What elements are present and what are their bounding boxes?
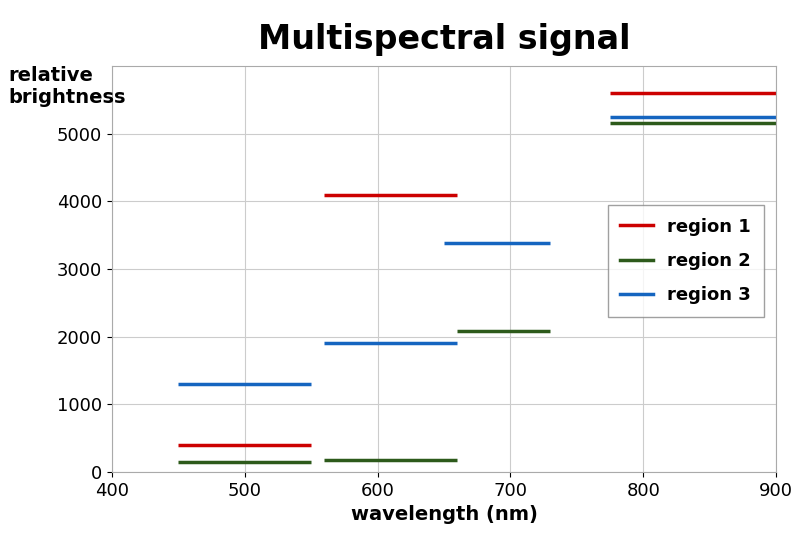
Legend: region 1, region 2, region 3: region 1, region 2, region 3 (608, 205, 764, 317)
Text: relative
brightness: relative brightness (8, 66, 126, 107)
Title: Multispectral signal: Multispectral signal (258, 23, 630, 56)
X-axis label: wavelength (nm): wavelength (nm) (350, 506, 538, 524)
